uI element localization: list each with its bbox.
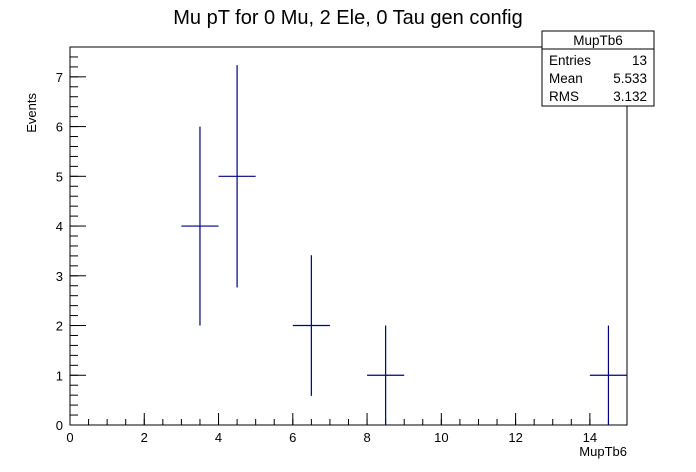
data-point <box>218 65 256 288</box>
y-tick-label: 6 <box>56 120 63 135</box>
stats-rms-label: RMS <box>549 89 579 104</box>
x-tick-label: 8 <box>363 430 370 445</box>
x-tick-label: 10 <box>434 430 448 445</box>
x-axis-title: MupTb6 <box>579 444 627 459</box>
data-point <box>292 255 330 396</box>
stats-box-title: MupTb6 <box>573 33 623 48</box>
x-tick-label: 2 <box>141 430 148 445</box>
stats-mean-label: Mean <box>549 71 583 86</box>
y-tick-label: 2 <box>56 319 63 334</box>
x-axis: 0 2 4 6 8 10 12 14 <box>66 413 628 445</box>
y-tick-label: 4 <box>56 219 63 234</box>
stats-entries-label: Entries <box>549 53 591 68</box>
y-axis-title: Events <box>24 93 39 133</box>
y-axis: 0 1 2 3 4 5 6 7 <box>56 46 86 433</box>
data-point <box>181 126 219 326</box>
x-tick-label: 12 <box>508 430 522 445</box>
chart-title: Mu pT for 0 Mu, 2 Ele, 0 Tau gen config <box>173 7 522 29</box>
stats-mean-value: 5.533 <box>613 71 647 86</box>
x-tick-label: 4 <box>215 430 222 445</box>
y-tick-label: 7 <box>56 70 63 85</box>
stats-entries-value: 13 <box>632 53 647 68</box>
y-tick-label: 1 <box>56 368 63 383</box>
y-tick-label: 0 <box>56 418 63 433</box>
data-point <box>367 325 405 425</box>
x-tick-label: 14 <box>583 430 597 445</box>
x-tick-label: 0 <box>66 430 73 445</box>
y-tick-label: 3 <box>56 269 63 284</box>
stats-box-frame <box>541 30 655 107</box>
y-tick-label: 5 <box>56 169 63 184</box>
data-points <box>181 65 627 425</box>
x-tick-label: 6 <box>289 430 296 445</box>
data-point <box>589 325 627 425</box>
stats-rms-value: 3.132 <box>613 89 647 104</box>
stats-box: MupTb6 Entries 13 Mean 5.533 RMS 3.132 <box>541 30 655 107</box>
